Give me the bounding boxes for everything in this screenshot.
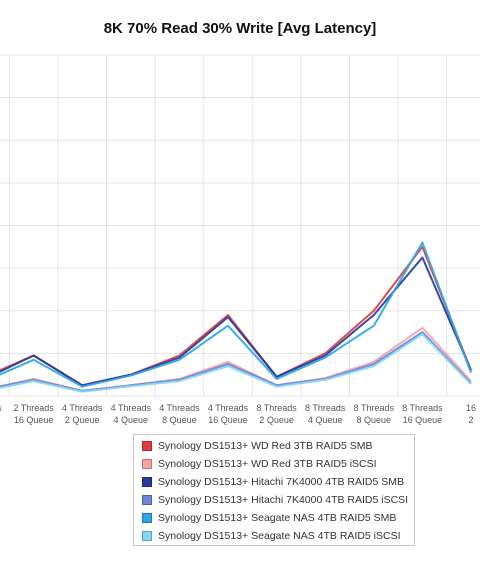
x-tick-label: 8 Threads xyxy=(402,403,443,413)
legend-label: Synology DS1513+ Hitachi 7K4000 4TB RAID… xyxy=(158,494,409,506)
legend-swatch xyxy=(142,441,152,451)
legend-item: Synology DS1513+ WD Red 3TB RAID5 SMB xyxy=(134,437,414,455)
x-tick-label: 4 Threads xyxy=(208,403,249,413)
legend-item: Synology DS1513+ Seagate NAS 4TB RAID5 i… xyxy=(134,527,414,545)
x-tick-label: 4 Queue xyxy=(114,415,149,425)
legend-label: Synology DS1513+ Hitachi 7K4000 4TB RAID… xyxy=(158,476,405,488)
x-tick-label: 16 Queue xyxy=(403,415,443,425)
x-tick-label: 16 Queue xyxy=(208,415,248,425)
series-line xyxy=(0,333,472,393)
series-line xyxy=(0,241,472,388)
x-tick-label: 16 xyxy=(466,403,476,413)
legend-swatch xyxy=(142,477,152,487)
legend-swatch xyxy=(142,513,152,523)
series-line xyxy=(0,326,472,392)
legend-label: Synology DS1513+ WD Red 3TB RAID5 iSCSI xyxy=(158,458,377,470)
series-line xyxy=(0,256,472,387)
legend-label: Synology DS1513+ Seagate NAS 4TB RAID5 S… xyxy=(158,512,397,524)
x-tick-label: 8 Queue xyxy=(162,415,197,425)
legend-item: Synology DS1513+ WD Red 3TB RAID5 iSCSI xyxy=(134,455,414,473)
x-tick-label: 8 Threads xyxy=(305,403,346,413)
x-tick-label: 4 Threads xyxy=(111,403,152,413)
x-tick-label: 8 Threads xyxy=(354,403,395,413)
x-tick-label: 2 Queue xyxy=(65,415,100,425)
chart-legend: Synology DS1513+ WD Red 3TB RAID5 SMB Syn… xyxy=(133,434,415,546)
x-tick-label: Threads xyxy=(0,403,2,413)
x-tick-label: 2 Threads xyxy=(13,403,54,413)
legend-swatch xyxy=(142,459,152,469)
series-line xyxy=(0,331,472,392)
legend-swatch xyxy=(142,495,152,505)
x-tick-label: 4 Queue xyxy=(308,415,343,425)
x-tick-label: 8 Threads xyxy=(256,403,297,413)
x-tick-label: 8 Queue xyxy=(357,415,392,425)
chart-title: 8K 70% Read 30% Write [Avg Latency] xyxy=(103,20,377,37)
legend-item: Synology DS1513+ Seagate NAS 4TB RAID5 S… xyxy=(134,509,414,527)
legend-swatch xyxy=(142,531,152,541)
x-tick-label: 4 Threads xyxy=(159,403,200,413)
x-tick-label: 16 Queue xyxy=(14,415,54,425)
legend-item: Synology DS1513+ Hitachi 7K4000 4TB RAID… xyxy=(134,491,414,509)
legend-item: Synology DS1513+ Hitachi 7K4000 4TB RAID… xyxy=(134,473,414,491)
legend-label: Synology DS1513+ Seagate NAS 4TB RAID5 i… xyxy=(158,530,401,542)
legend-label: Synology DS1513+ WD Red 3TB RAID5 SMB xyxy=(158,440,373,452)
x-tick-label: 2 xyxy=(468,415,473,425)
x-tick-label: 4 Threads xyxy=(62,403,103,413)
x-tick-label: 2 Queue xyxy=(259,415,294,425)
